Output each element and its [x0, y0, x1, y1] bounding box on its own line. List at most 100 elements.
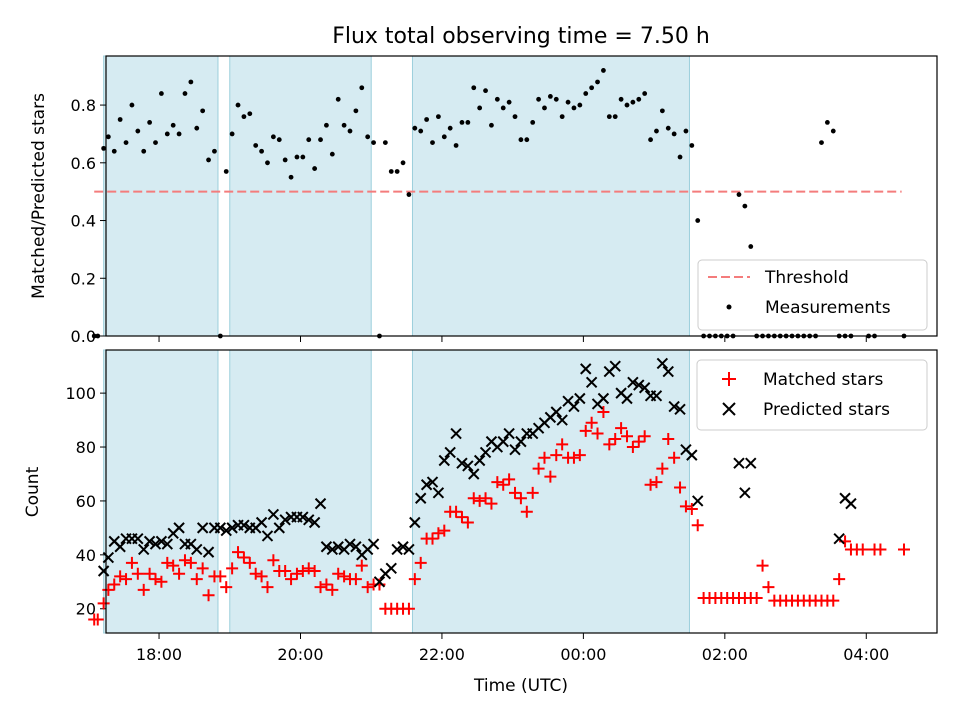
matched-star-point-23 — [220, 581, 233, 594]
measurement-point-97 — [659, 108, 665, 114]
measurement-point-10 — [147, 119, 153, 125]
predicted-star-point-81 — [574, 392, 586, 405]
legend-predicted-swatch — [722, 402, 736, 416]
top-ytick-label-4: 0.8 — [71, 96, 96, 115]
predicted-star-point-55 — [420, 479, 433, 491]
measurement-point-2 — [101, 145, 107, 151]
measurement-point-4 — [111, 148, 117, 154]
measurement-point-93 — [636, 96, 642, 102]
bottom-ytick-label-3: 80 — [76, 438, 96, 457]
measurement-point-47 — [365, 134, 371, 140]
predicted-star-point-96 — [662, 365, 674, 378]
matched-star-point-47 — [361, 581, 374, 594]
predicted-star-point-50 — [391, 543, 403, 556]
matched-star-point-59 — [432, 527, 445, 540]
predicted-star-point-6 — [132, 532, 144, 545]
matched-star-point-29 — [255, 570, 268, 583]
measurement-point-71 — [506, 99, 512, 105]
measurement-point-18 — [194, 125, 200, 131]
matched-star-point-39 — [314, 581, 327, 594]
measurement-point-112 — [748, 244, 754, 249]
predicted-star-point-9 — [149, 538, 162, 550]
top-window-1 — [229, 55, 372, 337]
matched-star-point-6 — [120, 573, 133, 586]
predicted-star-point-54 — [415, 492, 427, 504]
count-panel: 20 40 60 80 100 18:00 20:00 22:00 00:00 02:00 04:… — [23, 349, 938, 696]
matched-star-point-79 — [550, 449, 563, 462]
predicted-star-point-80 — [568, 400, 580, 413]
matched-star-point-100 — [674, 481, 687, 494]
measurement-point-83 — [577, 102, 583, 108]
predicted-star-point-21 — [220, 524, 232, 537]
bottom-window-0 — [103, 349, 219, 634]
matched-star-point-98 — [662, 432, 675, 445]
predicted-star-point-95 — [656, 357, 669, 370]
measurement-point-16 — [182, 91, 188, 96]
matched-stars-points — [88, 405, 910, 626]
matched-star-point-26 — [237, 551, 250, 564]
measurement-point-13 — [164, 131, 170, 137]
xtick-label-4: 02:00 — [702, 645, 748, 664]
measurement-point-3 — [105, 134, 111, 140]
predicted-star-point-52 — [403, 543, 415, 556]
predicted-star-point-94 — [650, 390, 663, 402]
top-axes-frame — [105, 55, 938, 337]
predicted-star-point-40 — [332, 541, 344, 553]
measurement-point-0 — [91, 333, 97, 339]
matched-star-point-58 — [426, 532, 439, 545]
matched-star-point-55 — [408, 573, 421, 586]
predicted-star-point-43 — [350, 541, 362, 553]
measurement-point-45 — [353, 108, 359, 114]
measurement-point-41 — [329, 151, 335, 157]
top-ytick-label-0: 0.0 — [71, 327, 96, 346]
predicted-star-point-100 — [686, 449, 698, 461]
matched-star-point-91 — [620, 430, 633, 443]
top-ytick-label-3: 0.6 — [71, 154, 96, 173]
measurement-point-8 — [135, 128, 141, 134]
top-y-axis-label: Matched/Predicted stars — [29, 93, 49, 299]
predicted-star-point-64 — [473, 454, 486, 467]
matched-star-point-133 — [874, 543, 887, 556]
measurement-point-39 — [318, 137, 323, 143]
predicted-star-point-58 — [438, 454, 451, 467]
measurement-point-77 — [542, 105, 547, 111]
matched-star-point-72 — [509, 486, 522, 499]
matched-star-point-86 — [591, 427, 604, 440]
predicted-star-point-39 — [326, 543, 339, 556]
predicted-star-point-18 — [202, 546, 215, 558]
matched-star-point-36 — [296, 565, 309, 578]
predicted-star-point-56 — [426, 476, 439, 488]
matched-star-point-94 — [638, 430, 651, 443]
y-axis-ticks-bottom: 20 40 60 80 100 — [65, 384, 106, 619]
measurement-point-68 — [489, 122, 494, 128]
measurement-point-30 — [265, 160, 270, 166]
matched-star-point-88 — [603, 438, 616, 451]
matched-star-point-131 — [856, 543, 869, 556]
measurement-point-86 — [595, 79, 600, 85]
measurement-point-24 — [229, 131, 235, 137]
matched-star-point-31 — [267, 554, 280, 567]
matched-star-point-28 — [249, 567, 262, 580]
matched-star-point-85 — [585, 416, 598, 429]
predicted-star-point-57 — [432, 487, 445, 499]
measurement-point-76 — [536, 96, 541, 102]
predicted-star-point-46 — [367, 538, 380, 550]
matched-star-point-113 — [750, 591, 763, 604]
matched-star-point-2 — [97, 597, 110, 610]
matched-star-point-102 — [685, 503, 698, 516]
measurement-point-91 — [624, 102, 630, 108]
measurement-point-80 — [559, 114, 565, 120]
xtick-label-3: 00:00 — [560, 645, 606, 664]
measurement-point-7 — [129, 102, 135, 108]
matched-star-point-45 — [349, 573, 362, 586]
predicted-star-point-68 — [497, 435, 509, 448]
y-axis-ticks-top: 0.0 0.2 0.4 0.6 0.8 — [71, 96, 106, 346]
measurement-point-100 — [677, 154, 683, 160]
legend-measurements-label: Measurements — [765, 298, 891, 318]
predicted-star-point-22 — [226, 522, 238, 534]
top-window-0 — [103, 55, 219, 337]
predicted-star-point-35 — [303, 514, 315, 526]
bottom-legend: Matched stars Predicted stars — [696, 359, 928, 431]
matched-star-point-46 — [355, 559, 368, 572]
predicted-star-point-38 — [320, 541, 333, 553]
